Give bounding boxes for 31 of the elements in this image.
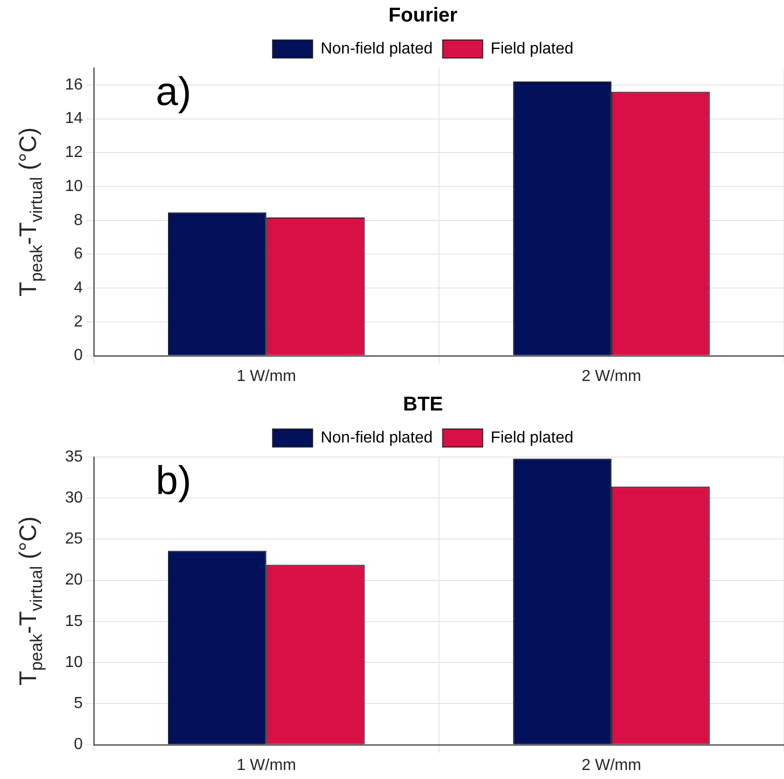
annotation: b)	[156, 459, 192, 504]
x-tick-label: 1 W/mm	[236, 756, 296, 774]
legend-label: Field plated	[490, 40, 574, 58]
chart-title: Fourier	[388, 4, 458, 27]
y-tick-label: 35	[65, 448, 83, 466]
legend-label: Field plated	[490, 429, 574, 446]
y-tick-label: 25	[65, 530, 83, 548]
y-tick-label: 14	[65, 110, 83, 128]
y-axis-title: Tpeak-Tvirtual (°C)	[15, 516, 46, 686]
y-tick-label: 20	[65, 572, 83, 589]
y-tick-label: 0	[74, 347, 83, 364]
x-tick-label: 1 W/mm	[236, 368, 296, 385]
y-tick-label: 5	[74, 695, 83, 712]
y-tick-label: 30	[65, 490, 83, 507]
annotation: a)	[156, 70, 192, 114]
chart-title: BTE	[403, 394, 443, 416]
y-tick-label: 10	[65, 654, 83, 671]
y-tick-label: 15	[65, 612, 83, 630]
legend-label: Non-field plated	[320, 40, 433, 58]
y-axis-title: Tpeak-Tvirtual (°C)	[15, 127, 46, 296]
y-tick-label: 16	[65, 76, 83, 94]
y-tick-label: 4	[74, 279, 83, 296]
y-tick-label: 6	[74, 246, 83, 263]
x-tick-label: 2 W/mm	[582, 368, 642, 385]
y-tick-label: 8	[74, 212, 83, 229]
y-tick-label: 0	[74, 736, 83, 754]
y-tick-label: 12	[65, 144, 83, 162]
x-tick-label: 2 W/mm	[582, 756, 642, 774]
y-tick-label: 10	[65, 178, 83, 195]
y-tick-label: 2	[74, 313, 83, 330]
legend-label: Non-field plated	[320, 429, 433, 446]
